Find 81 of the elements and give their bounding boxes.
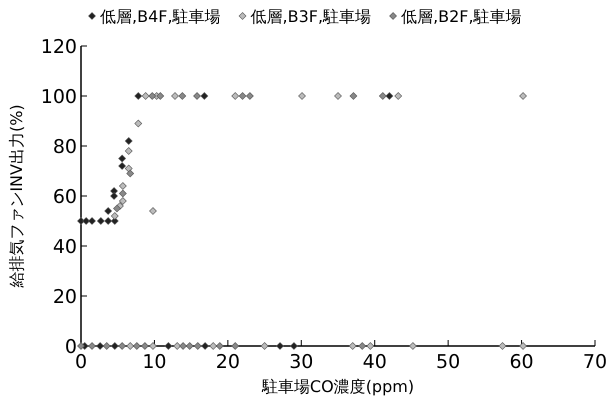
point <box>119 182 127 190</box>
point <box>173 342 181 350</box>
point <box>201 342 209 350</box>
x-tick-label: 10 <box>142 351 167 373</box>
point <box>124 164 133 172</box>
point <box>200 92 208 100</box>
point <box>119 197 127 205</box>
y-tick-label: 120 <box>40 36 77 58</box>
point <box>110 342 119 350</box>
point <box>141 342 149 350</box>
point <box>96 342 104 350</box>
point <box>119 190 127 198</box>
point <box>246 92 254 100</box>
x-tick-label: 50 <box>436 351 460 373</box>
point <box>276 342 284 350</box>
y-tick-label: 20 <box>52 286 77 308</box>
point <box>186 342 194 350</box>
point <box>179 342 187 350</box>
point <box>118 154 126 162</box>
point <box>260 342 268 350</box>
x-axis-title: 駐車場CO濃度(ppm) <box>260 377 414 396</box>
point <box>164 342 172 350</box>
point <box>156 92 164 100</box>
point <box>126 170 134 178</box>
point <box>231 92 239 100</box>
point <box>193 92 201 100</box>
x-tick-label: 60 <box>509 351 534 373</box>
point <box>133 342 141 350</box>
point <box>88 217 96 225</box>
point <box>216 342 224 350</box>
point <box>358 342 366 350</box>
point <box>110 212 119 220</box>
point <box>394 92 402 100</box>
point <box>378 92 387 100</box>
point <box>334 92 342 100</box>
y-tick-label: 0 <box>64 336 77 358</box>
point <box>498 342 506 350</box>
point <box>178 92 186 100</box>
point <box>290 342 298 350</box>
point <box>134 120 142 128</box>
y-tick-label: 100 <box>40 86 77 108</box>
point <box>238 92 246 100</box>
point <box>97 217 105 225</box>
point <box>104 207 112 215</box>
point <box>194 342 202 350</box>
point <box>149 342 157 350</box>
x-tick-label: 70 <box>582 351 608 373</box>
point <box>171 92 179 100</box>
point <box>386 92 394 100</box>
point <box>82 217 90 225</box>
point <box>110 192 118 200</box>
point <box>148 92 156 100</box>
point <box>102 342 110 350</box>
point <box>409 342 417 350</box>
point <box>77 342 85 350</box>
point <box>142 92 150 100</box>
x-tick-label: 40 <box>362 351 387 373</box>
point <box>118 162 126 170</box>
x-tick-label: 30 <box>289 351 314 373</box>
point <box>124 147 133 155</box>
point <box>298 92 306 100</box>
point <box>519 92 527 100</box>
point <box>519 342 527 350</box>
point <box>350 92 358 100</box>
y-tick-label: 40 <box>52 236 77 258</box>
point <box>134 92 142 100</box>
y-tick-label: 80 <box>52 136 77 158</box>
point <box>104 217 112 225</box>
x-tick-label: 20 <box>216 351 240 373</box>
point <box>124 137 133 145</box>
point <box>209 342 217 350</box>
y-tick-label: 60 <box>52 186 77 208</box>
point <box>88 342 96 350</box>
point <box>366 342 374 350</box>
point <box>118 342 126 350</box>
point <box>348 342 356 350</box>
point <box>149 207 157 215</box>
point <box>113 204 121 212</box>
point <box>231 342 239 350</box>
point <box>126 342 134 350</box>
y-axis-title: 給排気ファンINV出力(%) <box>7 104 26 289</box>
